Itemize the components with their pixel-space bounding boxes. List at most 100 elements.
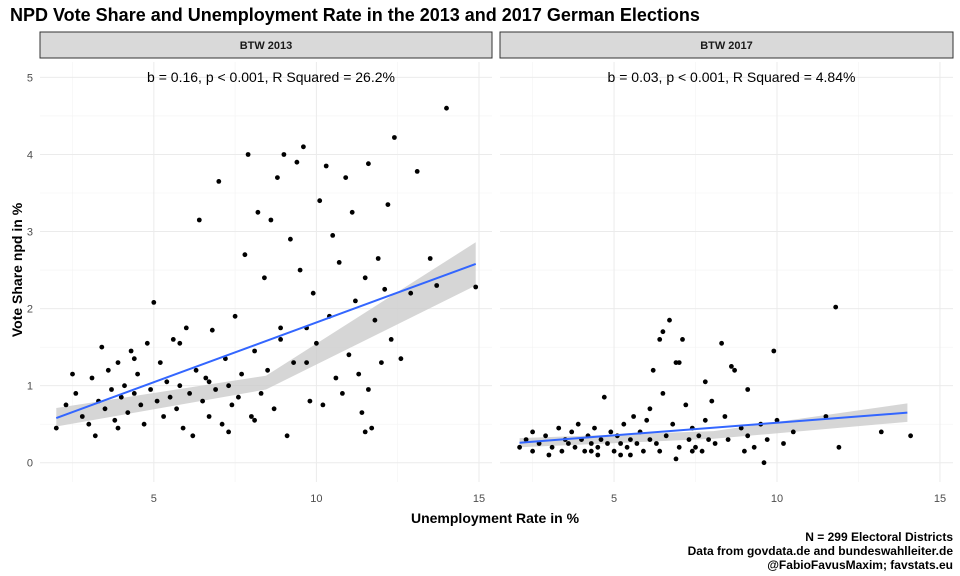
data-point — [193, 367, 199, 373]
data-point — [242, 252, 248, 258]
data-point — [702, 379, 708, 385]
x-tick-label: 15 — [934, 493, 946, 505]
data-point — [667, 317, 672, 323]
data-point — [517, 444, 522, 450]
caption-author: @FabioFavusMaxim; favstats.eu — [767, 558, 953, 572]
data-point — [141, 421, 147, 427]
data-point — [575, 421, 581, 427]
data-point — [89, 375, 95, 381]
data-point — [680, 337, 685, 342]
y-tick-label: 3 — [27, 227, 33, 239]
data-point — [131, 356, 137, 362]
x-axis-label: Unemployment Rate in % — [411, 510, 580, 526]
data-point — [427, 256, 433, 261]
data-point — [252, 348, 257, 354]
data-point — [265, 367, 270, 373]
data-point — [196, 217, 202, 223]
data-point — [601, 394, 607, 400]
data-point — [236, 394, 241, 400]
data-point — [729, 364, 734, 369]
regression-line — [55, 262, 477, 419]
data-point — [408, 290, 414, 296]
data-point — [641, 448, 646, 454]
data-point — [271, 406, 277, 412]
data-point — [388, 337, 394, 342]
data-point — [686, 437, 692, 442]
data-point — [699, 448, 705, 454]
data-point — [628, 437, 633, 442]
data-point — [219, 421, 225, 427]
data-point — [190, 433, 196, 439]
data-point — [398, 356, 404, 362]
data-point — [99, 344, 105, 350]
data-point — [372, 317, 378, 323]
data-point — [320, 402, 326, 408]
data-point — [125, 410, 131, 415]
data-point — [203, 375, 209, 381]
data-point — [164, 379, 170, 385]
data-point — [294, 159, 300, 165]
data-point — [595, 452, 601, 458]
data-point — [696, 433, 702, 439]
data-point — [301, 144, 306, 150]
data-point — [605, 441, 610, 446]
data-point — [836, 444, 842, 450]
data-point — [709, 398, 715, 404]
data-point — [761, 460, 767, 466]
data-point — [536, 441, 542, 446]
data-point — [200, 398, 206, 404]
data-point — [634, 441, 640, 446]
data-point — [745, 387, 751, 392]
data-point — [375, 256, 381, 261]
data-point — [118, 394, 124, 400]
data-point — [170, 337, 176, 342]
data-point — [566, 441, 571, 446]
data-point — [255, 209, 261, 215]
data-point — [559, 448, 565, 454]
data-point — [70, 371, 75, 377]
data-point — [369, 425, 375, 431]
data-point — [543, 433, 548, 439]
data-point — [304, 360, 309, 365]
data-point — [232, 313, 238, 319]
data-point — [362, 429, 368, 435]
data-point — [781, 441, 786, 446]
data-point — [657, 337, 663, 342]
data-point — [366, 161, 371, 167]
data-point — [588, 448, 594, 454]
data-point — [650, 367, 656, 373]
data-point — [582, 448, 588, 454]
data-point — [183, 325, 189, 331]
data-point — [343, 175, 349, 181]
data-point — [131, 391, 137, 396]
data-point — [654, 441, 659, 446]
data-point — [878, 429, 884, 435]
data-point — [206, 414, 212, 419]
data-point — [278, 337, 283, 342]
data-point — [712, 441, 718, 446]
x-tick-label: 15 — [473, 493, 485, 505]
data-point — [307, 398, 313, 404]
y-tick-label: 5 — [27, 72, 33, 84]
data-point — [86, 421, 92, 427]
y-tick-label: 0 — [27, 458, 33, 470]
data-point — [356, 371, 362, 377]
data-point — [226, 383, 232, 389]
data-point — [314, 340, 319, 346]
caption-data-source: Data from govdata.de and bundeswahlleite… — [687, 544, 953, 558]
data-point — [216, 179, 222, 184]
data-point — [706, 437, 711, 442]
data-point — [595, 444, 601, 450]
data-point — [523, 437, 529, 442]
data-point — [588, 441, 594, 446]
data-point — [660, 329, 666, 335]
data-point — [53, 425, 59, 431]
data-point — [624, 444, 630, 450]
facet-strip-label: BTW 2013 — [240, 40, 293, 52]
data-point — [275, 175, 280, 181]
data-point — [366, 387, 371, 392]
data-point — [621, 421, 627, 427]
data-point — [157, 360, 163, 365]
data-point — [92, 433, 98, 439]
data-point — [530, 448, 535, 454]
